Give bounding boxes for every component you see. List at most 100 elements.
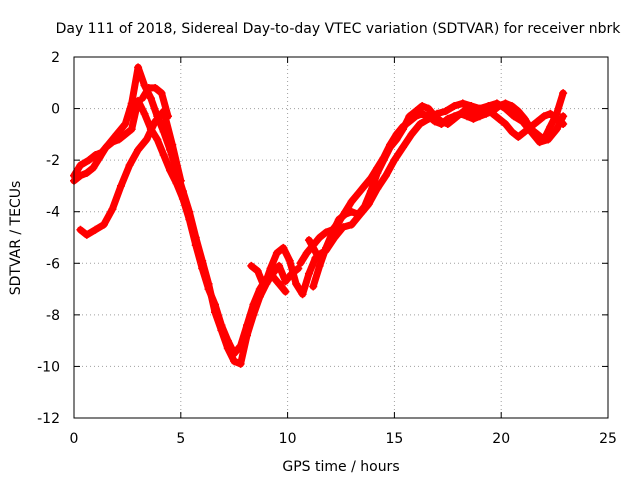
data-point	[191, 241, 200, 250]
tick-labels: 0 5 10 15 20 25 -12 -10 -8 -6 -4 -2 0 2	[37, 50, 617, 447]
data-point	[364, 199, 373, 208]
data-point	[398, 122, 407, 131]
data-point	[281, 287, 290, 296]
data-point	[296, 259, 305, 268]
data-point	[204, 285, 213, 294]
data-point	[275, 261, 284, 270]
data-point	[315, 233, 324, 242]
data-point	[176, 176, 185, 185]
data-point	[501, 99, 510, 108]
data-point	[82, 230, 91, 239]
data-point	[373, 184, 382, 193]
data-point	[84, 156, 93, 165]
data-point	[309, 241, 318, 250]
y-tick-label: -12	[37, 411, 60, 427]
data-point	[405, 117, 414, 126]
data-point	[475, 104, 484, 113]
x-tick-label: 10	[279, 431, 297, 447]
y-axis-title: SDTVAR / TECUs	[8, 181, 24, 296]
data-point	[108, 205, 117, 214]
data-point	[539, 135, 548, 144]
data-point	[433, 109, 442, 118]
data-point	[341, 207, 350, 216]
data-point	[328, 225, 337, 234]
data-point	[166, 166, 175, 175]
data-point	[475, 112, 484, 121]
x-axis-title: GPS time / hours	[282, 459, 399, 475]
data-point	[514, 132, 523, 141]
data-point	[469, 114, 478, 123]
y-tick-label: -10	[37, 359, 60, 375]
data-point	[559, 89, 568, 98]
data-point	[134, 63, 143, 72]
data-point	[416, 120, 425, 129]
data-point	[322, 228, 331, 237]
y-tick-label: -2	[46, 153, 60, 169]
data-point	[373, 163, 382, 172]
y-tick-label: 0	[51, 102, 60, 118]
data-point	[510, 112, 519, 121]
data-point	[339, 223, 348, 232]
data-point	[230, 357, 239, 366]
data-point	[304, 236, 313, 245]
data-point	[236, 359, 245, 368]
data-point	[392, 130, 401, 139]
y-tick-label: -6	[46, 256, 60, 272]
data-point	[178, 194, 187, 203]
data-point	[82, 169, 91, 178]
data-point	[450, 101, 459, 110]
y-tick-label: 2	[51, 50, 60, 66]
data-point	[76, 225, 85, 234]
data-point	[366, 174, 375, 183]
data-point	[108, 138, 117, 147]
data-point	[514, 107, 523, 116]
data-point	[146, 94, 155, 103]
data-point	[507, 101, 516, 110]
data-point	[292, 279, 301, 288]
data-point	[443, 114, 452, 123]
data-point	[102, 143, 111, 152]
y-tick-label: -8	[46, 308, 60, 324]
y-tick-label: -4	[46, 205, 60, 221]
data-point	[430, 117, 439, 126]
data-point	[185, 215, 194, 224]
data-point	[253, 267, 262, 276]
data-point	[418, 101, 427, 110]
data-point	[142, 135, 151, 144]
data-point	[484, 101, 493, 110]
data-point	[281, 277, 290, 286]
data-point	[552, 109, 561, 118]
data-point	[437, 120, 446, 129]
x-tick-label: 5	[176, 431, 185, 447]
data-point	[198, 264, 207, 273]
data-point	[76, 171, 85, 180]
data-point	[347, 220, 356, 229]
data-point	[552, 125, 561, 134]
data-point	[249, 300, 258, 309]
series-track-2	[70, 96, 290, 358]
data-point	[533, 130, 542, 139]
data-point	[89, 163, 98, 172]
data-point	[381, 171, 390, 180]
data-point	[334, 218, 343, 227]
data-point	[210, 300, 219, 309]
data-point	[140, 109, 149, 118]
data-point	[495, 114, 504, 123]
data-point	[302, 248, 311, 257]
data-point	[354, 189, 363, 198]
data-point	[236, 341, 245, 350]
data-point	[95, 153, 104, 162]
ticks	[73, 56, 609, 419]
data-point	[121, 130, 130, 139]
data-point	[407, 130, 416, 139]
x-tick-label: 0	[70, 431, 79, 447]
data-point	[138, 94, 147, 103]
data-point	[463, 112, 472, 121]
data-point	[260, 282, 269, 291]
data-point	[127, 125, 136, 134]
data-point	[279, 243, 288, 252]
data-point	[539, 112, 548, 121]
data-point	[450, 112, 459, 121]
data-point	[168, 140, 177, 149]
x-tick-label: 20	[492, 431, 510, 447]
